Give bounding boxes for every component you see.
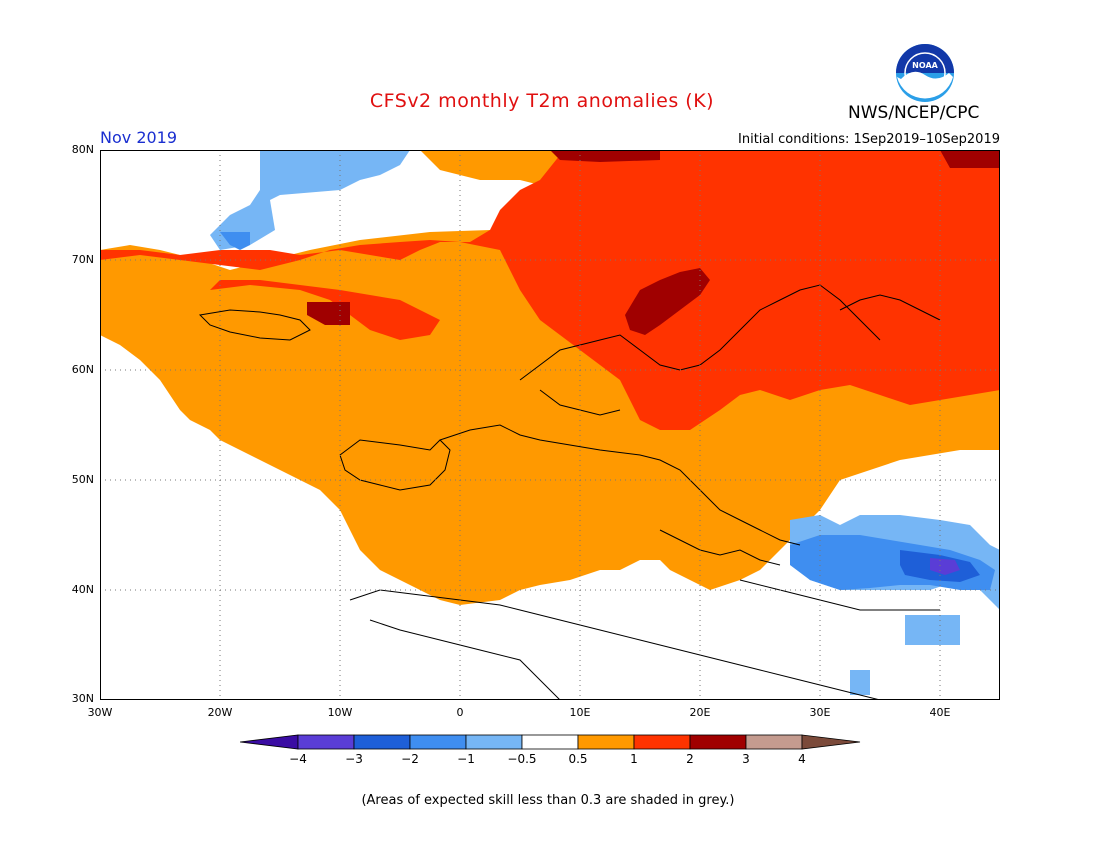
skill-note-text: (Areas of expected skill less than 0.3 a… xyxy=(361,793,735,808)
colorbar-arrow-low xyxy=(240,734,299,750)
colorbar-label: 0.5 xyxy=(568,752,588,766)
anomaly-region-cool-caucasus xyxy=(930,558,960,575)
lon-label-20w: 20W xyxy=(207,706,233,719)
noaa-logo-icon: NOAA xyxy=(896,44,954,102)
anomaly-region-cool-greenland-sea xyxy=(210,150,410,250)
colorbar-label: −4 xyxy=(289,752,307,766)
agency-label: NWS/NCEP/CPC xyxy=(848,103,980,123)
logo-text: NOAA xyxy=(912,61,938,70)
anomaly-region-cool-levant xyxy=(850,615,960,695)
initial-conditions: Initial conditions: 1Sep2019–10Sep2019 xyxy=(738,132,1000,147)
chart-title-text: CFSv2 monthly T2m anomalies (K) xyxy=(369,90,715,112)
map-frame xyxy=(100,150,1000,700)
colorbar-label: 1 xyxy=(630,752,638,766)
skill-note: (Areas of expected skill less than 0.3 a… xyxy=(0,793,1100,808)
colorbar-segment xyxy=(633,734,691,750)
lon-label-20e: 20E xyxy=(689,706,711,719)
colorbar-segment xyxy=(353,734,411,750)
colorbar-label: 2 xyxy=(686,752,694,766)
lat-label-60n: 60N xyxy=(71,363,94,376)
lat-label-80n: 80N xyxy=(71,143,94,156)
colorbar-segment xyxy=(465,734,523,750)
colorbar-label: 4 xyxy=(798,752,806,766)
anomaly-region-cool-greenland-core xyxy=(220,232,250,250)
colorbar xyxy=(240,734,861,750)
lon-label-40e: 40E xyxy=(929,706,951,719)
forecast-period: Nov 2019 xyxy=(100,128,178,147)
lon-label-0: 0 xyxy=(456,706,464,719)
lat-label-70n: 70N xyxy=(71,253,94,266)
lon-label-30e: 30E xyxy=(809,706,831,719)
lat-label-50n: 50N xyxy=(71,473,94,486)
graticule xyxy=(100,150,1000,700)
lon-label-30w: 30W xyxy=(87,706,113,719)
anomaly-region-warm-extreme-iceland xyxy=(307,302,350,325)
colorbar-segment xyxy=(745,734,803,750)
colorbar-segment xyxy=(577,734,635,750)
anomaly-region-warm-extreme-arctic xyxy=(550,150,1000,168)
lon-label-10w: 10W xyxy=(327,706,353,719)
colorbar-label: −0.5 xyxy=(507,752,537,766)
chart-title: CFSv2 monthly T2m anomalies (K) xyxy=(0,90,1100,112)
lat-label-30n: 30N xyxy=(71,692,94,705)
lat-label-40n: 40N xyxy=(71,583,94,596)
colorbar-segment xyxy=(689,734,747,750)
colorbar-segment xyxy=(297,734,355,750)
colorbar-label: −2 xyxy=(401,752,419,766)
colorbar-label: 3 xyxy=(742,752,750,766)
colorbar-arrow-high xyxy=(801,734,861,750)
anomaly-region-warm-strong-iceland xyxy=(210,280,440,340)
anomaly-region-warm-extreme xyxy=(625,268,710,335)
colorbar-label: −3 xyxy=(345,752,363,766)
colorbar-label: −1 xyxy=(457,752,475,766)
colorbar-segment xyxy=(521,734,579,750)
colorbar-segment xyxy=(409,734,467,750)
anomaly-region-warm-strong xyxy=(100,150,1000,430)
lon-label-10e: 10E xyxy=(569,706,591,719)
anomaly-map xyxy=(100,150,1000,700)
anomaly-map-canvas xyxy=(100,150,1000,700)
